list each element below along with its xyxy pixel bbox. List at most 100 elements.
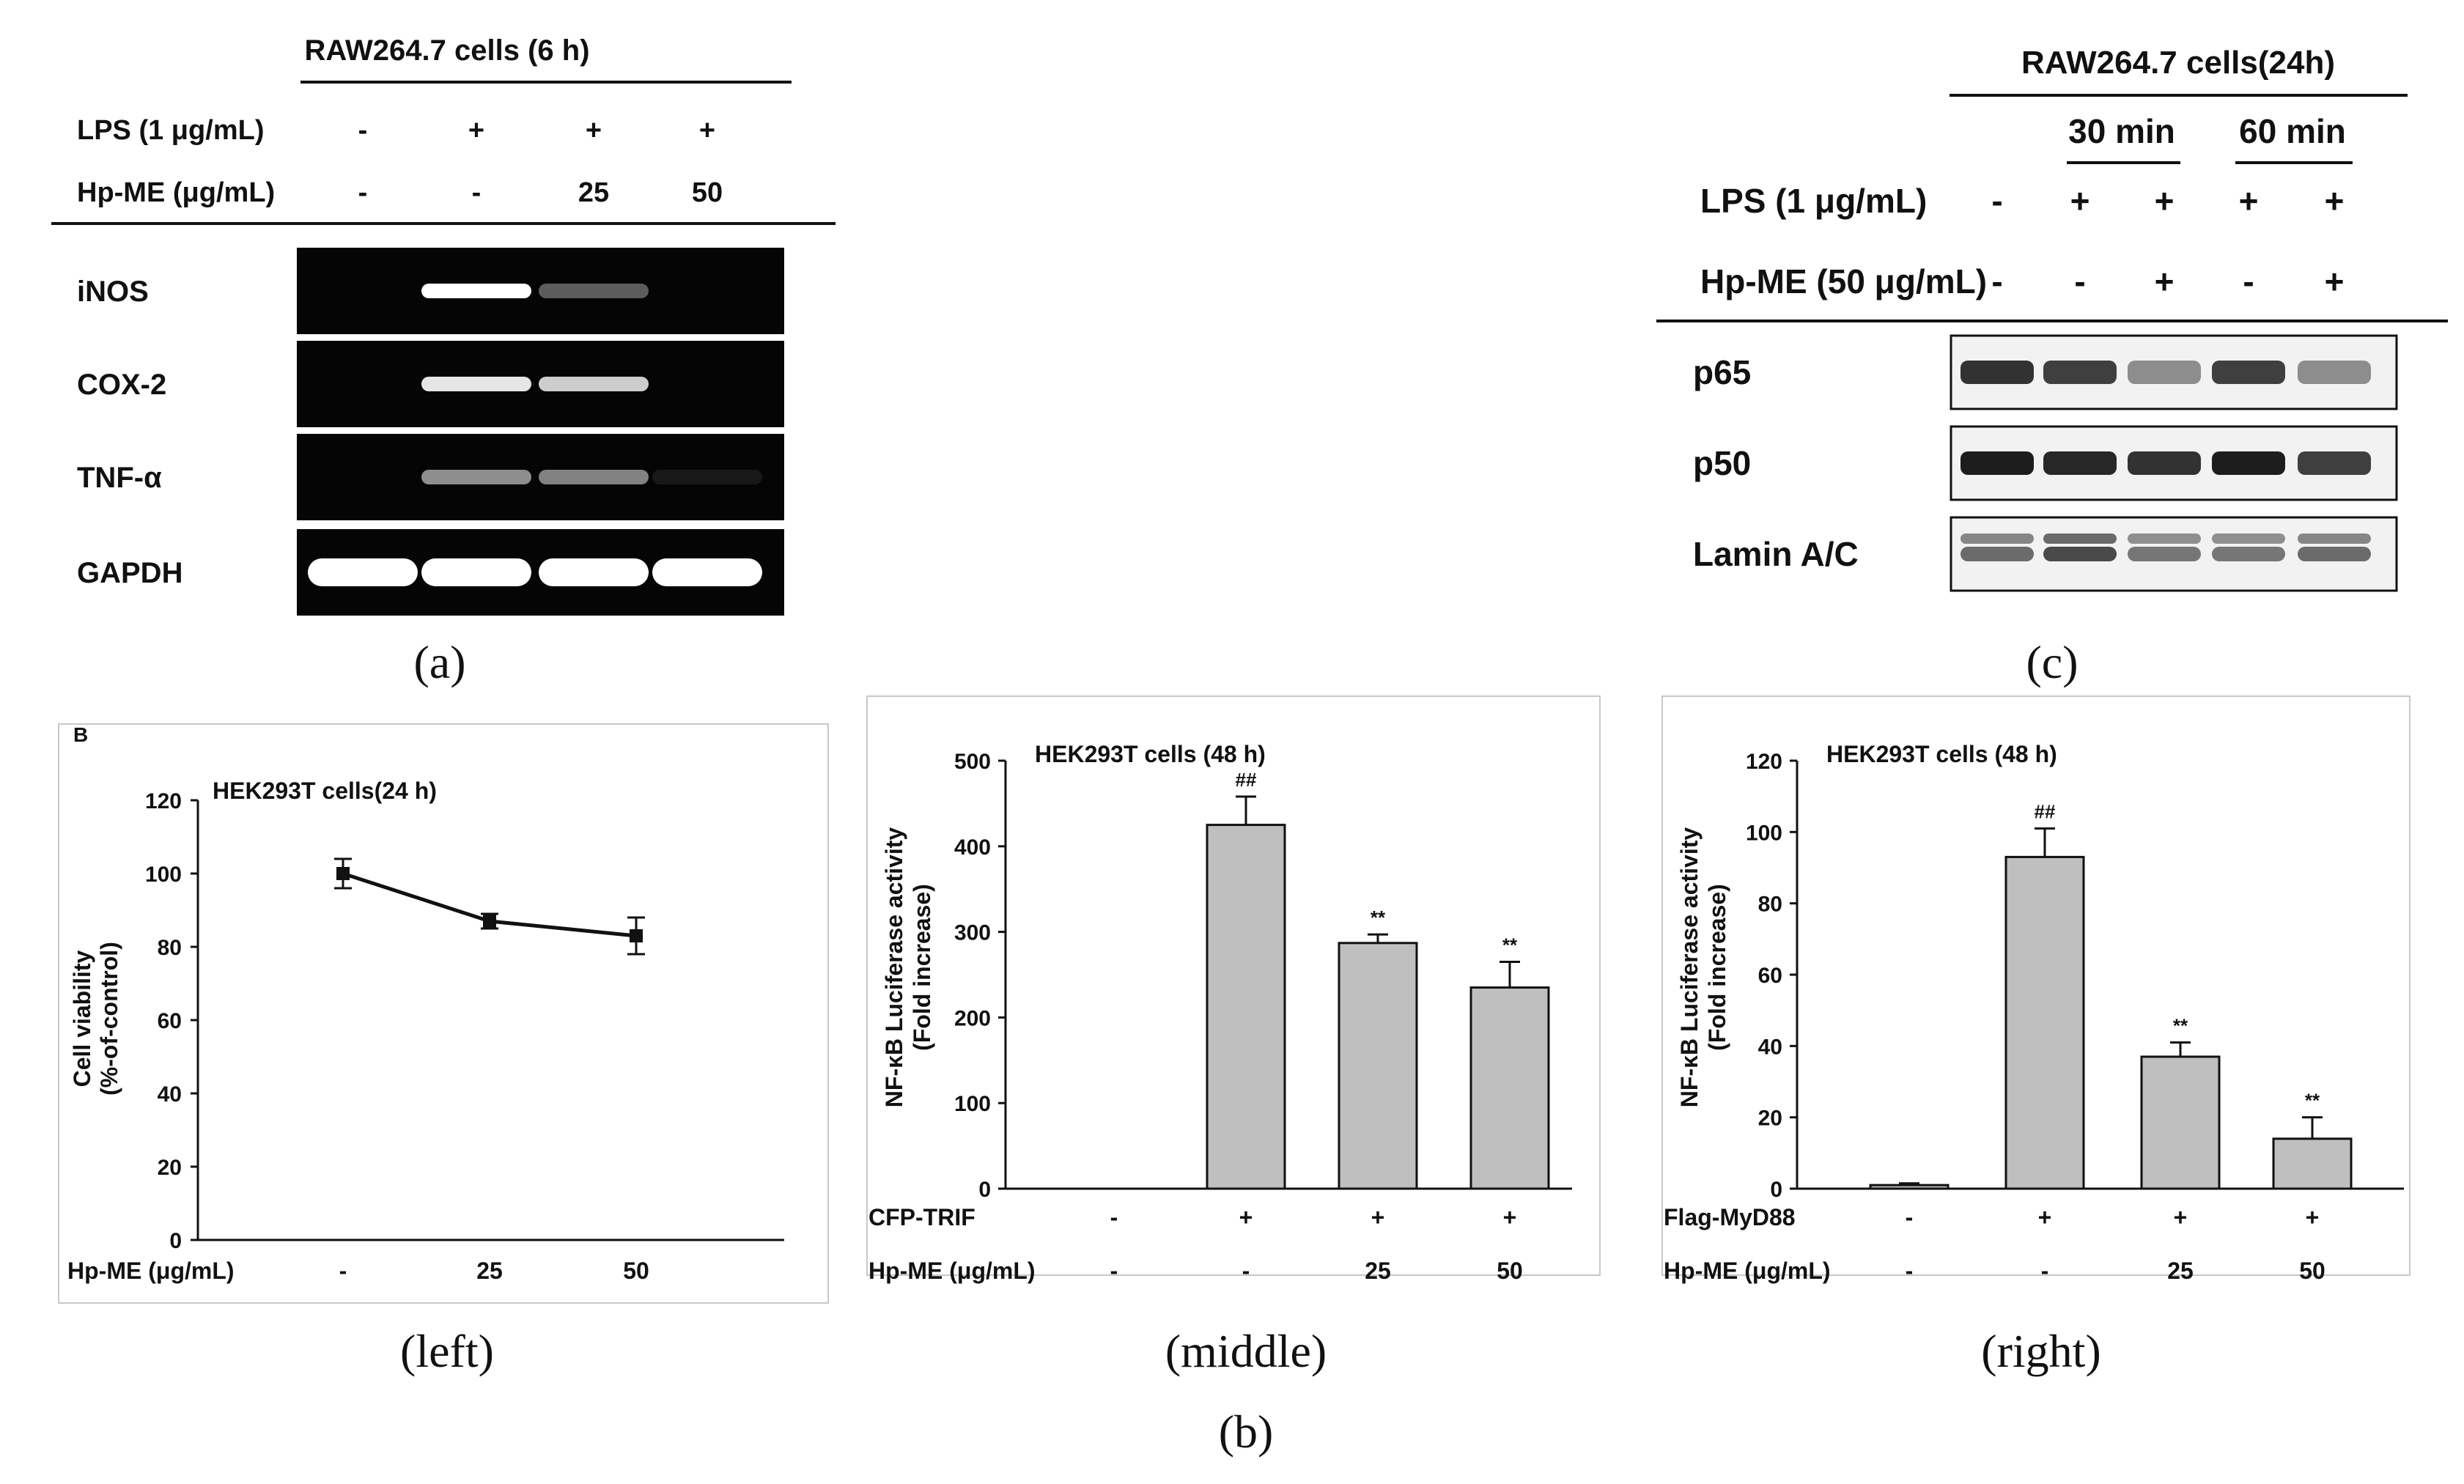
significance-mark: ## bbox=[2035, 800, 2056, 822]
panel-a-gel-band bbox=[539, 284, 649, 298]
x-row1-value: + bbox=[2174, 1204, 2188, 1230]
chart-annotation: HEK293T cells (48 h) bbox=[1826, 741, 2057, 767]
x-row2-value: - bbox=[1110, 1258, 1118, 1284]
chart-annotation: HEK293T cells (48 h) bbox=[1035, 741, 1266, 767]
panel-c-row-value: - bbox=[1991, 182, 2002, 220]
panel-c-blot-band bbox=[2043, 547, 2117, 561]
panel-c-row-value: + bbox=[2325, 182, 2345, 220]
data-point bbox=[483, 915, 496, 928]
x-category-label: 25 bbox=[476, 1258, 503, 1284]
bar bbox=[2272, 1137, 2353, 1190]
panel-b-left-frame bbox=[58, 723, 829, 1304]
panel-a-gel-band bbox=[421, 558, 531, 586]
significance-mark: ** bbox=[1371, 907, 1386, 929]
panel-a-title: RAW264.7 cells (6 h) bbox=[304, 34, 589, 67]
panel-b-middle: 0 100 200 300 400 500 HEK293T cells (48 h) NF-κ… bbox=[866, 695, 1601, 1284]
significance-mark: ** bbox=[2173, 1014, 2188, 1036]
y-tick-label: 40 bbox=[1758, 1035, 1782, 1059]
panel-c-blot-band bbox=[2043, 361, 2117, 384]
panel-c: RAW264.7 cells(24h) 30 min 60 min LPS (1 μg… bbox=[1656, 45, 2448, 688]
y-tick-label: 0 bbox=[169, 1229, 182, 1253]
y-axis-label: NF-κB Luciferase activity bbox=[881, 827, 907, 1108]
panel-a-gel-band bbox=[652, 470, 762, 484]
panel-c-blot-band bbox=[2298, 451, 2371, 475]
panel-c-blot-band bbox=[1960, 451, 2034, 475]
panel-b-caption: (b) bbox=[1219, 1406, 1274, 1458]
y-tick-label: 400 bbox=[954, 835, 991, 860]
y-tick-label: 300 bbox=[954, 921, 991, 945]
x-row1-value: + bbox=[1239, 1204, 1253, 1230]
panel-c-blot-band bbox=[1960, 534, 2034, 544]
panel-c-row-value: - bbox=[2243, 262, 2254, 300]
panel-a-row-value: + bbox=[468, 115, 484, 146]
panel-a-caption: (a) bbox=[413, 636, 465, 688]
panel-c-blot-band bbox=[2212, 361, 2285, 384]
y-axis-label: (%-of-control) bbox=[96, 942, 122, 1096]
bar bbox=[2004, 855, 2085, 1190]
x-row1-label: Flag-MyD88 bbox=[1664, 1204, 1796, 1230]
x-row2-label: Hp-ME (μg/mL) bbox=[1664, 1258, 1831, 1284]
panel-c-blot-band bbox=[2128, 547, 2201, 561]
panel-c-blot-band bbox=[2043, 451, 2117, 475]
panel-a-gel-band bbox=[539, 377, 649, 391]
panel-a-row-value: - bbox=[472, 177, 482, 208]
x-row2-value: - bbox=[1242, 1258, 1250, 1284]
x-row1-value: - bbox=[1110, 1204, 1118, 1230]
panel-a-row-value: 50 bbox=[692, 177, 723, 208]
y-tick-label: 120 bbox=[1746, 750, 1782, 774]
panel-c-row-value: - bbox=[2074, 262, 2085, 300]
panel-a-gel-band bbox=[539, 470, 649, 484]
panel-c-caption: (c) bbox=[2026, 636, 2078, 688]
y-axis-label: Cell viability bbox=[69, 950, 95, 1087]
x-row2-value: 25 bbox=[1365, 1258, 1391, 1284]
significance-mark: ** bbox=[1502, 934, 1518, 956]
panel-b-tag: B bbox=[73, 723, 88, 746]
panel-a-gel-label: COX-2 bbox=[77, 369, 166, 401]
panel-a-row-value: - bbox=[358, 115, 368, 146]
y-tick-label: 0 bbox=[1770, 1178, 1782, 1202]
panel-c-blot-band bbox=[1960, 547, 2034, 561]
panel-a-gel-band bbox=[421, 377, 531, 391]
panel-a-row-label: LPS (1 μg/mL) bbox=[77, 115, 264, 146]
bar bbox=[2140, 1055, 2221, 1190]
panel-a-row-value: 25 bbox=[578, 177, 609, 208]
panel-c-row-value: + bbox=[2325, 262, 2345, 300]
panel-c-blot-band bbox=[2043, 534, 2117, 544]
panel-c-blot-label: p50 bbox=[1693, 444, 1751, 482]
panel-c-blot-band bbox=[1960, 361, 2034, 384]
panel-c-blot-band bbox=[2298, 547, 2371, 561]
bar bbox=[1338, 942, 1418, 1190]
panel-a: RAW264.7 cells (6 h) LPS (1 μg/mL) - + + + Hp-… bbox=[51, 34, 836, 688]
panel-b-right: 0 20 40 60 80 100 120 HEK293T cells (48 h) NF-κB… bbox=[1661, 695, 2410, 1284]
panel-a-row-value: + bbox=[699, 115, 715, 146]
y-tick-label: 500 bbox=[954, 750, 991, 774]
panel-a-gel-label: TNF-α bbox=[77, 462, 162, 494]
panel-b-middle-caption: (middle) bbox=[1165, 1325, 1327, 1377]
bar bbox=[1869, 1184, 1950, 1190]
panel-c-blot-band bbox=[2298, 534, 2371, 544]
panel-c-blot-strip bbox=[1950, 334, 2398, 410]
panel-c-row-value: + bbox=[2155, 262, 2175, 300]
x-category-label: 50 bbox=[623, 1258, 649, 1284]
panel-c-blot-band bbox=[2212, 547, 2285, 561]
panel-a-gel-band bbox=[652, 558, 762, 586]
x-row1-label: CFP-TRIF bbox=[868, 1204, 975, 1230]
y-tick-label: 40 bbox=[158, 1082, 182, 1107]
panel-c-blot-band bbox=[2128, 451, 2201, 475]
y-axis-label: NF-κB Luciferase activity bbox=[1676, 827, 1703, 1108]
chart-frame bbox=[1661, 695, 2410, 1276]
panel-b-left: B 0 20 40 60 80 100 120 HEK293T cells(24 h) Cell … bbox=[58, 723, 829, 1377]
panel-c-row-label: LPS (1 μg/mL) bbox=[1700, 182, 1927, 220]
x-row1-value: + bbox=[1371, 1204, 1385, 1230]
panel-c-row-value: - bbox=[1991, 262, 2002, 300]
bar bbox=[1469, 986, 1550, 1190]
panel-c-row-value: + bbox=[2070, 182, 2090, 220]
y-tick-label: 100 bbox=[145, 863, 182, 887]
y-tick-label: 80 bbox=[158, 936, 182, 960]
panel-c-time-group: 60 min bbox=[2239, 112, 2346, 150]
panel-c-time-group: 30 min bbox=[2068, 112, 2175, 150]
x-category-label: - bbox=[339, 1258, 347, 1284]
panel-c-blot-band bbox=[2298, 361, 2371, 384]
panel-c-blot-band bbox=[2128, 534, 2201, 544]
